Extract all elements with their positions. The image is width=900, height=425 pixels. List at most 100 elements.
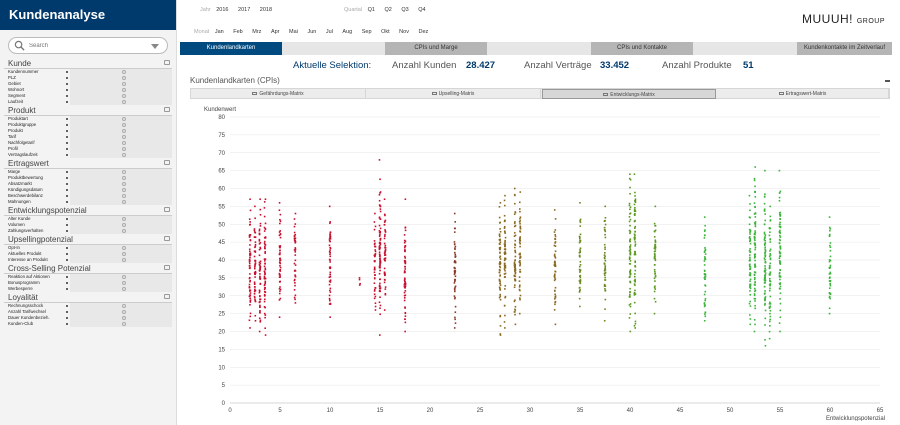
field-value-box[interactable] xyxy=(70,315,172,321)
filter-field[interactable]: Tarif xyxy=(4,134,172,140)
group-header[interactable]: Produkt xyxy=(4,105,172,116)
tab-kundenkontakte-zeitverlauf[interactable]: Kundenkontakte im Zeitverlauf xyxy=(797,42,892,55)
field-dropdown-icon[interactable] xyxy=(66,288,68,290)
quarter-q4[interactable]: Q4 xyxy=(418,7,426,13)
filter-field[interactable]: Produktart xyxy=(4,116,172,122)
clear-selection-icon[interactable] xyxy=(122,194,126,198)
clear-selection-icon[interactable] xyxy=(122,229,126,233)
clear-selection-icon[interactable] xyxy=(122,217,126,221)
group-options-icon[interactable] xyxy=(164,236,170,241)
field-value-box[interactable] xyxy=(70,128,172,134)
field-dropdown-icon[interactable] xyxy=(66,154,68,156)
field-dropdown-icon[interactable] xyxy=(66,95,68,97)
filter-field[interactable]: Kunden-Club xyxy=(4,321,172,327)
field-dropdown-icon[interactable] xyxy=(66,118,68,120)
field-dropdown-icon[interactable] xyxy=(66,218,68,220)
filter-field[interactable]: Gebiet xyxy=(4,81,172,87)
clear-selection-icon[interactable] xyxy=(122,82,126,86)
field-value-box[interactable] xyxy=(70,122,172,128)
month-okt[interactable]: Okt xyxy=(381,29,390,35)
clear-selection-icon[interactable] xyxy=(122,147,126,151)
field-value-box[interactable] xyxy=(70,199,172,205)
clear-selection-icon[interactable] xyxy=(122,316,126,320)
quarter-q2[interactable]: Q2 xyxy=(384,7,392,13)
month-feb[interactable]: Feb xyxy=(233,29,243,35)
field-value-box[interactable] xyxy=(70,134,172,140)
month-mai[interactable]: Mai xyxy=(289,29,298,35)
month-jul[interactable]: Jul xyxy=(325,29,333,35)
field-dropdown-icon[interactable] xyxy=(66,136,68,138)
month-dez[interactable]: Dez xyxy=(418,29,429,35)
field-value-box[interactable] xyxy=(70,228,172,234)
clear-selection-icon[interactable] xyxy=(122,287,126,291)
chevron-down-icon[interactable] xyxy=(151,44,159,49)
clear-selection-icon[interactable] xyxy=(122,200,126,204)
filter-field[interactable]: Laufzeit xyxy=(4,99,172,105)
clear-selection-icon[interactable] xyxy=(122,141,126,145)
group-header[interactable]: Cross-Selling Potenzial xyxy=(4,263,172,274)
field-dropdown-icon[interactable] xyxy=(66,253,68,255)
field-dropdown-icon[interactable] xyxy=(66,189,68,191)
field-dropdown-icon[interactable] xyxy=(66,276,68,278)
minimize-icon[interactable] xyxy=(885,80,890,82)
field-dropdown-icon[interactable] xyxy=(66,77,68,79)
search-box[interactable] xyxy=(8,37,168,54)
year-2016[interactable]: 2016 xyxy=(216,7,229,13)
field-dropdown-icon[interactable] xyxy=(66,305,68,307)
clear-selection-icon[interactable] xyxy=(122,258,126,262)
filter-field[interactable]: PLZ xyxy=(4,75,172,81)
month-nov[interactable]: Nov xyxy=(399,29,409,35)
group-header[interactable]: Entwicklungspotenzial xyxy=(4,205,172,216)
field-value-box[interactable] xyxy=(70,169,172,175)
filter-field[interactable]: Interesse an Produkt xyxy=(4,257,172,263)
month-mrz[interactable]: Mrz xyxy=(252,29,262,35)
clear-selection-icon[interactable] xyxy=(122,182,126,186)
field-value-box[interactable] xyxy=(70,81,172,87)
field-value-box[interactable] xyxy=(70,181,172,187)
filter-field[interactable]: Marge xyxy=(4,169,172,175)
filter-field[interactable]: Reaktion auf Aktionen xyxy=(4,274,172,280)
subtab-entwicklung[interactable]: Entwicklungs-Matrix xyxy=(542,89,716,99)
field-dropdown-icon[interactable] xyxy=(66,230,68,232)
field-dropdown-icon[interactable] xyxy=(66,148,68,150)
filter-field[interactable]: Nachfolgetarif xyxy=(4,140,172,146)
filter-field[interactable]: Profil xyxy=(4,146,172,152)
field-value-box[interactable] xyxy=(70,187,172,193)
group-options-icon[interactable] xyxy=(164,207,170,212)
filter-field[interactable]: Alter Kunde xyxy=(4,216,172,222)
filter-field[interactable]: Segment xyxy=(4,93,172,99)
field-value-box[interactable] xyxy=(70,251,172,257)
filter-field[interactable]: Absatzmarkt xyxy=(4,181,172,187)
group-header[interactable]: Kunde xyxy=(4,58,172,69)
field-dropdown-icon[interactable] xyxy=(66,311,68,313)
field-value-box[interactable] xyxy=(70,321,172,327)
clear-selection-icon[interactable] xyxy=(122,100,126,104)
year-2017[interactable]: 2017 xyxy=(238,7,251,13)
field-value-box[interactable] xyxy=(70,303,172,309)
filter-field[interactable]: Produkt xyxy=(4,128,172,134)
clear-selection-icon[interactable] xyxy=(122,123,126,127)
filter-field[interactable]: Opt-In xyxy=(4,245,172,251)
subtab-ertragswert[interactable]: Ertragswert-Matrix xyxy=(717,89,889,99)
tab-cpis-marge[interactable]: CPIs und Marge xyxy=(385,42,487,55)
year-2018[interactable]: 2018 xyxy=(259,7,273,13)
month-aug[interactable]: Aug xyxy=(342,29,353,35)
field-dropdown-icon[interactable] xyxy=(66,71,68,73)
field-value-box[interactable] xyxy=(70,274,172,280)
field-dropdown-icon[interactable] xyxy=(66,317,68,319)
field-value-box[interactable] xyxy=(70,140,172,146)
filter-field[interactable]: Anzahl Tarifwechsel xyxy=(4,309,172,315)
tab-kundenlandkarten[interactable]: Kundenlandkarten xyxy=(180,42,282,55)
field-dropdown-icon[interactable] xyxy=(66,224,68,226)
clear-selection-icon[interactable] xyxy=(122,176,126,180)
group-header[interactable]: Ertragswert xyxy=(4,158,172,169)
field-value-box[interactable] xyxy=(70,257,172,263)
field-dropdown-icon[interactable] xyxy=(66,124,68,126)
month-apr[interactable]: Apr xyxy=(270,29,280,35)
field-value-box[interactable] xyxy=(70,216,172,222)
filter-field[interactable]: Aktuelles Produkt xyxy=(4,251,172,257)
field-dropdown-icon[interactable] xyxy=(66,130,68,132)
filter-field[interactable]: Vertragslaufzeit xyxy=(4,152,172,158)
group-options-icon[interactable] xyxy=(164,294,170,299)
field-value-box[interactable] xyxy=(70,222,172,228)
